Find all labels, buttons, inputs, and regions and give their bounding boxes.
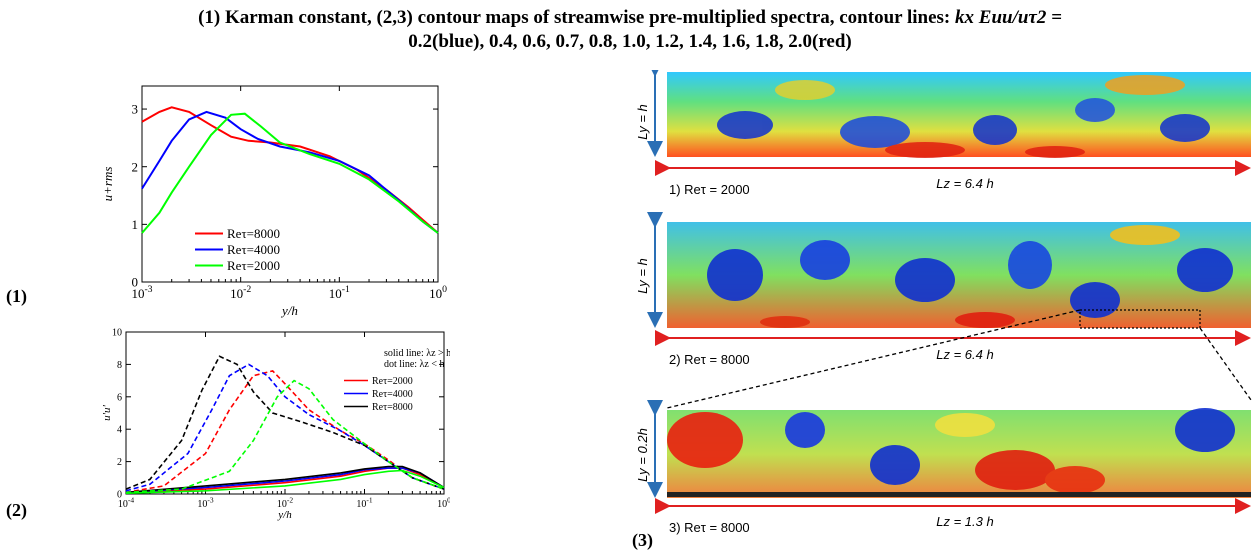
y-tick-label: 2 bbox=[132, 159, 139, 174]
legend-label: Reτ=8000 bbox=[372, 402, 413, 413]
title-text: (1) Karman constant, (2,3) contour maps … bbox=[198, 7, 956, 28]
title-text-2: 0.2(blue), 0.4, 0.6, 0.7, 0.8, 1.0, 1.2,… bbox=[408, 31, 852, 52]
x-axis-label: y/h bbox=[280, 303, 298, 318]
contour-panel-1: Ly = h Lz = 6.4 h 1) Reτ = 2000 bbox=[635, 70, 1251, 197]
y-tick-label: 6 bbox=[117, 392, 122, 403]
caption-1: 1) Reτ = 2000 bbox=[669, 182, 750, 197]
x-tick-label: 10-4 bbox=[118, 496, 134, 511]
x-tick-label: 100 bbox=[437, 496, 450, 511]
legend-label: Reτ=4000 bbox=[227, 242, 280, 257]
y-tick-label: 1 bbox=[132, 217, 139, 232]
series-dashed-line-3 bbox=[125, 379, 445, 494]
legend-label: Reτ=2000 bbox=[227, 258, 280, 273]
series-solid-line-0 bbox=[125, 467, 445, 494]
lz-label-1: Lz = 6.4 h bbox=[936, 176, 993, 191]
caption-3: 3) Reτ = 8000 bbox=[669, 520, 750, 535]
figure-title: (1) Karman constant, (2,3) contour maps … bbox=[60, 6, 1200, 54]
caption-2: 2) Reτ = 8000 bbox=[669, 352, 750, 367]
series-dashed-line-0 bbox=[125, 370, 445, 494]
legend-label: Reτ=8000 bbox=[227, 226, 280, 241]
x-tick-label: 10-3 bbox=[197, 496, 213, 511]
annotation-text: dot line: λz < h bbox=[384, 359, 444, 370]
chart-1: 10-3 10-2 10-1 100 0 1 2 3 Reτ=8000Reτ=4000Reτ=… bbox=[100, 85, 447, 318]
y-tick-label: 2 bbox=[117, 457, 122, 468]
series-dashed-line-1 bbox=[125, 363, 445, 492]
series-solid-line-2 bbox=[125, 465, 445, 494]
lz-label-3: Lz = 1.3 h bbox=[936, 514, 993, 529]
ly-label-3: Ly = 0.2h bbox=[635, 428, 650, 482]
y-axis-label: u+rms bbox=[100, 167, 115, 202]
x-tick-label: 10-2 bbox=[230, 284, 251, 301]
x-tick-label: 10-3 bbox=[131, 284, 152, 301]
y-tick-label: 4 bbox=[117, 425, 122, 436]
panel-label-1: (1) bbox=[6, 286, 27, 306]
legend-label: Reτ=2000 bbox=[372, 376, 413, 387]
contour-figure: Ly = h Lz = 6.4 h 1) Reτ = 2000 Ly = h L… bbox=[635, 70, 1252, 535]
x-tick-label: 10-1 bbox=[356, 496, 372, 511]
x-axis-label-2: y/h bbox=[277, 509, 292, 521]
plot-frame bbox=[141, 85, 439, 283]
ly-label-1: Ly = h bbox=[635, 104, 650, 140]
y-tick-label: 0 bbox=[132, 275, 139, 290]
x-tick-label: 10-1 bbox=[329, 284, 350, 301]
x-tick-label: 100 bbox=[429, 284, 447, 301]
annotation-text: solid line: λz > h bbox=[384, 348, 450, 359]
y-tick-label: 3 bbox=[132, 102, 139, 117]
panel-label-3: (3) bbox=[632, 530, 653, 550]
y-tick-label: 8 bbox=[117, 360, 122, 371]
x-tick-label: 10-2 bbox=[277, 496, 293, 511]
contour-panel-2: Ly = h Lz = 6.4 h 2) Reτ = 8000 bbox=[635, 212, 1251, 367]
contour-panel-3: Ly = 0.2h Lz = 1.3 h 3) Reτ = 8000 bbox=[635, 400, 1251, 535]
chart-2: 10-4 10-3 10-2 10-1 100 0 2 4 6 8 10 solid line: λ… bbox=[101, 328, 450, 521]
panel-label-2: (2) bbox=[6, 500, 27, 520]
lz-label-2: Lz = 6.4 h bbox=[936, 347, 993, 362]
y-tick-label: 10 bbox=[112, 328, 122, 339]
series-solid-line-3 bbox=[125, 469, 445, 494]
ly-label-2: Ly = h bbox=[635, 258, 650, 294]
series-line-2 bbox=[141, 112, 439, 234]
series-line-1 bbox=[141, 110, 439, 234]
y-axis-label-2: u'u' bbox=[101, 405, 113, 421]
title-math: kx Euu/uτ2 = bbox=[955, 7, 1062, 28]
legend-label: Reτ=4000 bbox=[372, 389, 413, 400]
y-tick-label: 0 bbox=[117, 490, 122, 501]
